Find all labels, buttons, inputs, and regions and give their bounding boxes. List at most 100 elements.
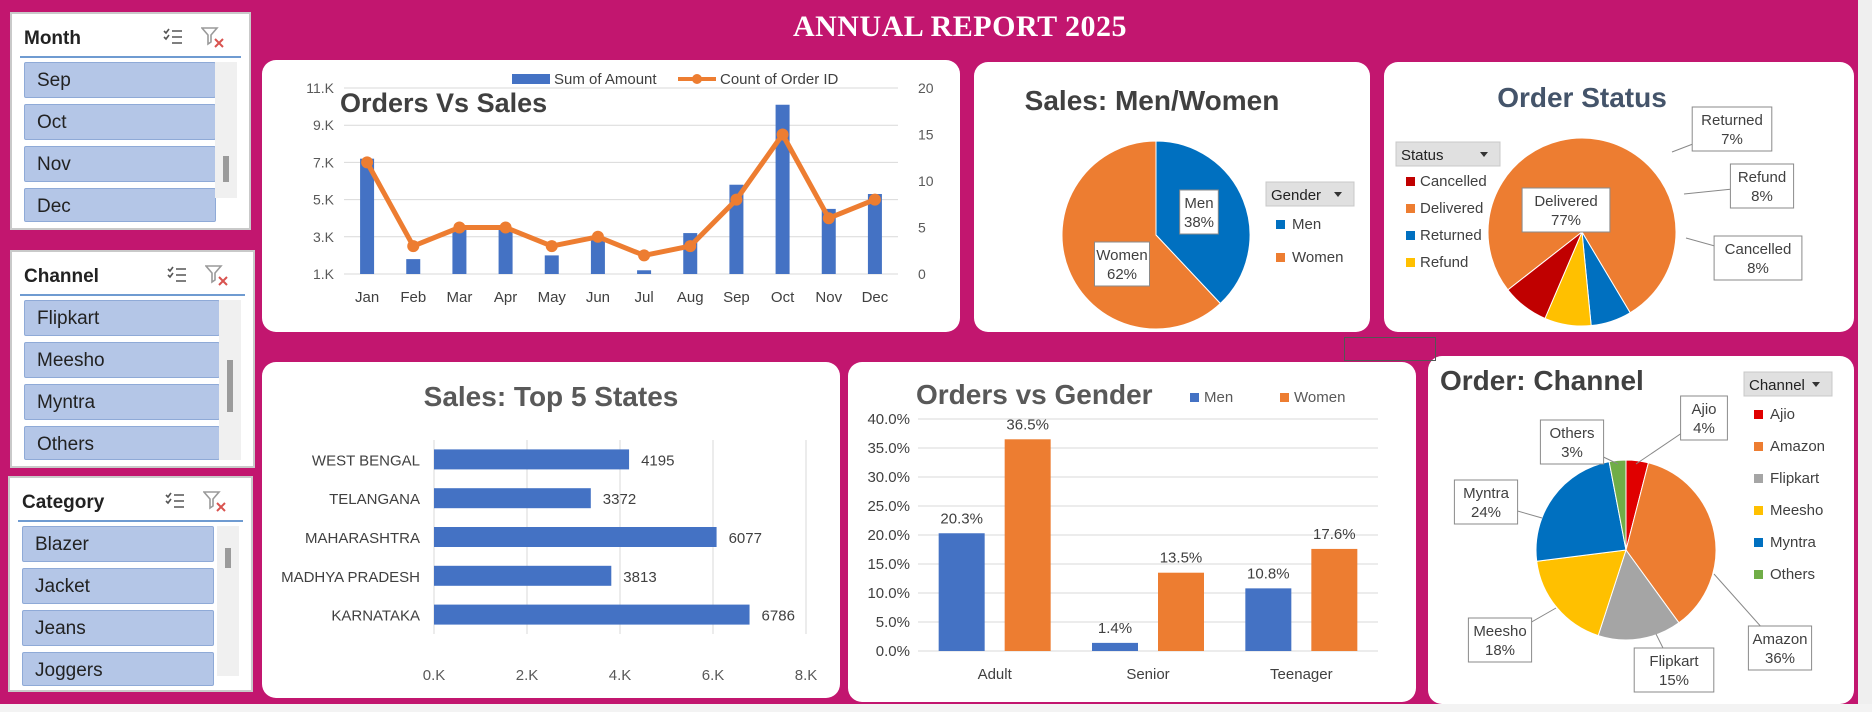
dropdown-arrow-icon <box>1812 382 1820 387</box>
line-point <box>499 221 512 234</box>
data-label-men-text: Men <box>1184 195 1213 212</box>
clear-filter-icon[interactable] <box>205 264 229 286</box>
slicer-item-jacket[interactable]: Jacket <box>22 568 214 604</box>
legend-swatch-amazon <box>1754 442 1763 451</box>
y-tick-label: 25.0% <box>867 498 910 515</box>
data-label-returned-text: 7% <box>1721 131 1743 148</box>
x-tick-label: 8.K <box>795 667 818 684</box>
selected-cell-outline <box>1344 337 1436 361</box>
data-label-cancelled-text: 8% <box>1747 260 1769 277</box>
y-tick-label: KARNATAKA <box>331 608 420 625</box>
data-label: 1.4% <box>1098 620 1132 637</box>
y-tick-label: 35.0% <box>867 440 910 457</box>
line-point <box>545 240 558 253</box>
legend-swatch-delivered <box>1406 204 1415 213</box>
bar-women-adult <box>1004 439 1051 651</box>
multi-select-icon[interactable] <box>165 492 185 510</box>
multi-select-icon[interactable] <box>167 266 187 284</box>
slicer-item-sep[interactable]: Sep <box>24 62 216 98</box>
line-point <box>730 193 743 206</box>
scroll-thumb[interactable] <box>225 548 231 568</box>
slicer-item-oct[interactable]: Oct <box>24 104 216 140</box>
legend-swatch-meesho <box>1754 506 1763 515</box>
report-title: ANNUAL REPORT 2025 <box>792 10 1128 43</box>
slicer-item-others[interactable]: Others <box>24 426 220 460</box>
clear-filter-icon[interactable] <box>203 490 227 512</box>
slicer-scrollbar[interactable] <box>217 526 239 676</box>
orders-vs-gender-card: Orders vs Gender 0.0% 5.0% 10.0% 15.0% 20.0% 2… <box>848 362 1416 702</box>
chart-title: Orders vs Gender <box>916 379 1153 410</box>
data-label: 36.5% <box>1006 416 1049 433</box>
legend-label-cancelled: Cancelled <box>1420 173 1487 190</box>
x-tick-label: Mar <box>446 289 472 306</box>
bar-amount-dec <box>867 194 882 274</box>
orders-vs-sales-card: 1.K 3.K 5.K 7.K 9.K 11.K 0 5 10 15 20 Jan Feb Mar Apr M… <box>262 60 960 332</box>
slicer-item-myntra[interactable]: Myntra <box>24 384 220 420</box>
slicer-header: Channel <box>20 258 245 296</box>
slicer-item-jeans[interactable]: Jeans <box>22 610 214 646</box>
y-tick-label: TELANGANA <box>329 491 420 508</box>
legend-label-flipkart: Flipkart <box>1770 470 1820 487</box>
top5-states-card: Sales: Top 5 States 0.K 2.K 4.K 6.K 8.K WEST B… <box>262 362 840 698</box>
legend-label-ajio: Ajio <box>1770 406 1795 423</box>
legend-label-men: Men <box>1204 389 1233 406</box>
slicer-item-label: Flipkart <box>37 308 100 329</box>
x-tick-label: Jan <box>355 289 379 306</box>
data-label-flipkart-text: 15% <box>1659 672 1689 689</box>
bar-amount-jun <box>590 236 605 274</box>
line-order-count <box>364 132 876 258</box>
sheet-tab-bar[interactable] <box>0 704 1872 712</box>
bar-amount-mar <box>452 227 467 274</box>
data-label: 10.8% <box>1247 565 1290 582</box>
clear-filter-icon[interactable] <box>201 26 225 48</box>
month-slicer[interactable]: Month Sep Oct Nov Dec <box>10 12 251 230</box>
y-tick-label: 30.0% <box>867 469 910 486</box>
slicer-item-dec[interactable]: Dec <box>24 188 216 222</box>
data-label-others-box <box>1539 419 1605 465</box>
ch-slice-meesho <box>1536 549 1627 637</box>
slicer-scrollbar[interactable] <box>219 300 241 460</box>
slicer-item-flipkart[interactable]: Flipkart <box>24 300 220 336</box>
legend-swatch-cancelled <box>1406 177 1415 186</box>
line-point <box>822 212 835 225</box>
legend-label-amazon: Amazon <box>1770 438 1825 455</box>
vertical-scrollbar[interactable] <box>1858 0 1872 712</box>
scroll-thumb[interactable] <box>223 156 229 182</box>
y-tick-label: 20.0% <box>867 527 910 544</box>
legend-swatch-refund <box>1406 258 1415 267</box>
chart-title: Orders Vs Sales <box>340 88 547 118</box>
channel-slicer[interactable]: Channel Flipkart Meesho Myntra Others <box>10 250 255 468</box>
x-tick-label: Jul <box>634 289 653 306</box>
data-label-women-text: 62% <box>1107 266 1137 283</box>
slicer-item-blazer[interactable]: Blazer <box>22 526 214 562</box>
line-point <box>361 156 374 169</box>
line-point <box>638 249 651 262</box>
scroll-thumb[interactable] <box>227 360 233 412</box>
slicer-item-joggers[interactable]: Joggers <box>22 652 214 686</box>
multi-select-icon[interactable] <box>163 28 183 46</box>
x-tick-label: Nov <box>815 289 842 306</box>
legend-label-count: Count of Order ID <box>720 71 839 88</box>
orders-vs-gender-chart: Orders vs Gender 0.0% 5.0% 10.0% 15.0% 20.0% 2… <box>867 379 1378 683</box>
data-label-flipkart-box <box>1633 647 1715 693</box>
bar-karnataka <box>434 604 750 625</box>
bar-women-teenager <box>1311 548 1358 651</box>
data-label-delivered-text: 77% <box>1551 212 1581 229</box>
slicer-item-meesho[interactable]: Meesho <box>24 342 220 378</box>
bar-maharashtra <box>434 527 717 547</box>
data-label-women-text: Women <box>1096 247 1147 264</box>
data-label-myntra-text: 24% <box>1471 504 1501 521</box>
slicer-item-label: Nov <box>37 154 71 175</box>
dropdown-arrow-icon <box>1334 192 1342 197</box>
x-tick-label: 0.K <box>423 667 446 684</box>
category-slicer[interactable]: Category Blazer Jacket Jeans Joggers <box>8 476 253 692</box>
legend-channel-title: Channel <box>1749 377 1805 394</box>
y-right-tick-label: 0 <box>918 266 926 282</box>
slicer-item-nov[interactable]: Nov <box>24 146 216 182</box>
slicer-scrollbar[interactable] <box>215 62 237 198</box>
data-label-women-box <box>1094 241 1150 287</box>
data-label-myntra-box <box>1453 479 1519 525</box>
legend-swatch-women <box>1280 393 1289 402</box>
order-status-chart: Order Status Delivered 77% Returned 7% Refund… <box>1395 82 1803 327</box>
